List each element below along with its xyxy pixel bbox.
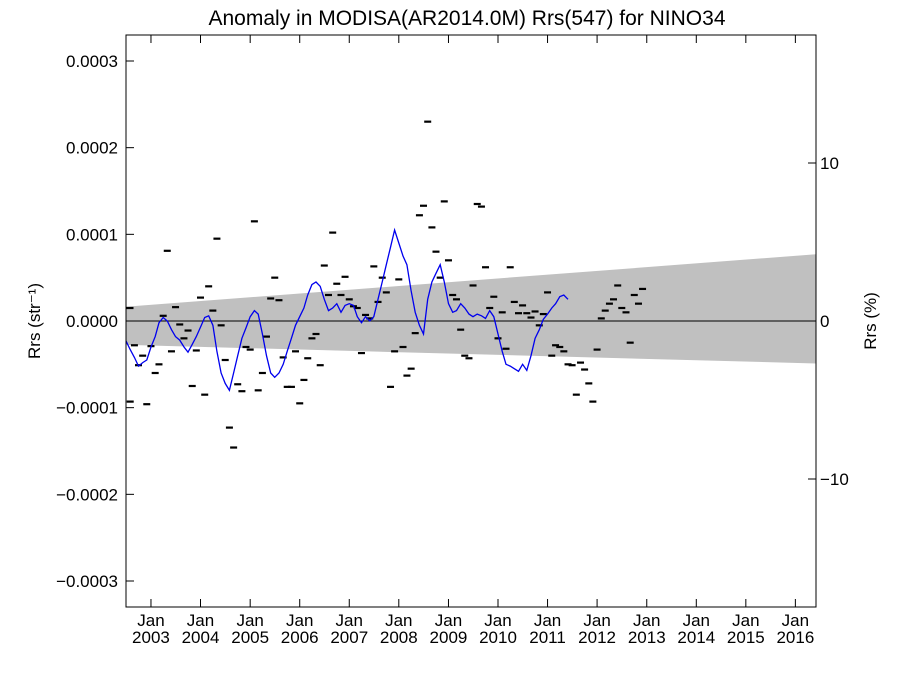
x-tick-label-month: Jan bbox=[286, 611, 313, 630]
y-tick-label-right: −10 bbox=[820, 470, 849, 489]
band-area bbox=[126, 254, 816, 364]
x-tick-label-year: 2013 bbox=[628, 628, 666, 647]
y-axis-label-right: Rrs (%) bbox=[861, 292, 880, 350]
y-tick-label-right: 0 bbox=[820, 312, 829, 331]
x-tick-label-year: 2003 bbox=[132, 628, 170, 647]
x-tick-label-month: Jan bbox=[534, 611, 561, 630]
x-tick-label-year: 2014 bbox=[677, 628, 715, 647]
y-tick-label-left: −0.0001 bbox=[56, 399, 118, 418]
x-tick-label-month: Jan bbox=[137, 611, 164, 630]
y-tick-label-left: 0.0001 bbox=[66, 225, 118, 244]
left-y-axis: 0.0003 0.0002 0.0001 0.0000 −0.0001 −0.0002 −0… bbox=[56, 52, 134, 591]
x-tick-label-month: Jan bbox=[484, 611, 511, 630]
x-tick-label-year: 2004 bbox=[182, 628, 220, 647]
x-tick-label-year: 2007 bbox=[330, 628, 368, 647]
x-tick-label-month: Jan bbox=[187, 611, 214, 630]
y-tick-label-left: 0.0000 bbox=[66, 312, 118, 331]
x-axis: Jan2003Jan2004Jan2005Jan2006Jan2007Jan20… bbox=[132, 35, 814, 647]
x-tick-label-month: Jan bbox=[336, 611, 363, 630]
running-mean-series bbox=[125, 227, 569, 392]
x-tick-label-month: Jan bbox=[435, 611, 462, 630]
x-tick-label-year: 2011 bbox=[529, 628, 566, 647]
x-tick-label-month: Jan bbox=[236, 611, 263, 630]
x-tick-label-year: 2015 bbox=[727, 628, 765, 647]
confidence-band bbox=[126, 254, 816, 364]
x-tick-label-year: 2006 bbox=[281, 628, 319, 647]
x-tick-label-month: Jan bbox=[583, 611, 610, 630]
x-tick-label-year: 2016 bbox=[776, 628, 814, 647]
y-tick-label-left: 0.0002 bbox=[66, 139, 118, 158]
x-tick-label-year: 2012 bbox=[578, 628, 616, 647]
y-tick-label-left: 0.0003 bbox=[66, 52, 118, 71]
x-tick-label-month: Jan bbox=[732, 611, 759, 630]
right-y-axis: 10 0 −10 bbox=[808, 154, 849, 489]
x-tick-label-month: Jan bbox=[782, 611, 809, 630]
x-tick-label-month: Jan bbox=[385, 611, 412, 630]
x-tick-label-month: Jan bbox=[633, 611, 660, 630]
x-tick-label-year: 2010 bbox=[479, 628, 517, 647]
y-tick-label-left: −0.0003 bbox=[56, 572, 118, 591]
y-axis-label-left: Rrs (str⁻¹) bbox=[25, 283, 44, 359]
chart-title: Anomaly in MODISA(AR2014.0M) Rrs(547) fo… bbox=[209, 7, 726, 30]
y-tick-label-right: 10 bbox=[820, 154, 839, 173]
x-tick-label-year: 2005 bbox=[231, 628, 269, 647]
running-mean-line bbox=[125, 227, 569, 392]
y-tick-label-left: −0.0002 bbox=[56, 485, 118, 504]
x-tick-label-year: 2008 bbox=[380, 628, 418, 647]
x-tick-label-month: Jan bbox=[683, 611, 710, 630]
x-tick-label-year: 2009 bbox=[430, 628, 468, 647]
